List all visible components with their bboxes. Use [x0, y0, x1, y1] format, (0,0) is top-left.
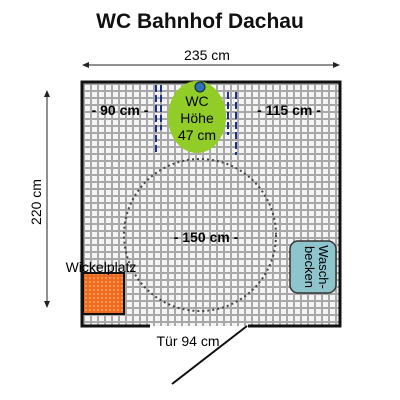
wc-bowl — [168, 81, 226, 153]
height-arrow-bottom — [44, 301, 50, 308]
width-label: 235 cm — [184, 47, 230, 63]
width-arrow-right — [333, 62, 340, 68]
wc-flush-dot — [194, 81, 206, 93]
diagram-title: WC Bahnhof Dachau — [96, 10, 304, 33]
changing-table-label: Wickelplatz — [66, 259, 137, 275]
door-leaf — [171, 325, 248, 385]
height-label: 220 cm — [28, 179, 44, 225]
turning-circle — [123, 158, 277, 312]
sink — [289, 240, 337, 294]
wc-label-line3: 47 cm — [178, 127, 216, 143]
changing-table — [82, 272, 125, 315]
height-arrow-top — [44, 90, 50, 97]
wc-label-line2: Höhe — [180, 110, 214, 126]
width-arrow-left — [82, 62, 89, 68]
room-walls — [80, 80, 342, 328]
turning-circle-label: - 150 cm - — [174, 229, 239, 245]
wc-label-line1: WC — [185, 93, 208, 109]
sink-label-line2: becken — [302, 246, 317, 288]
left-gap-label: - 90 cm - — [92, 102, 149, 118]
right-gap-label: - 115 cm - — [257, 102, 321, 118]
sink-label-line1: Wasch- — [316, 245, 331, 289]
door-label: Tür 94 cm — [156, 333, 219, 349]
